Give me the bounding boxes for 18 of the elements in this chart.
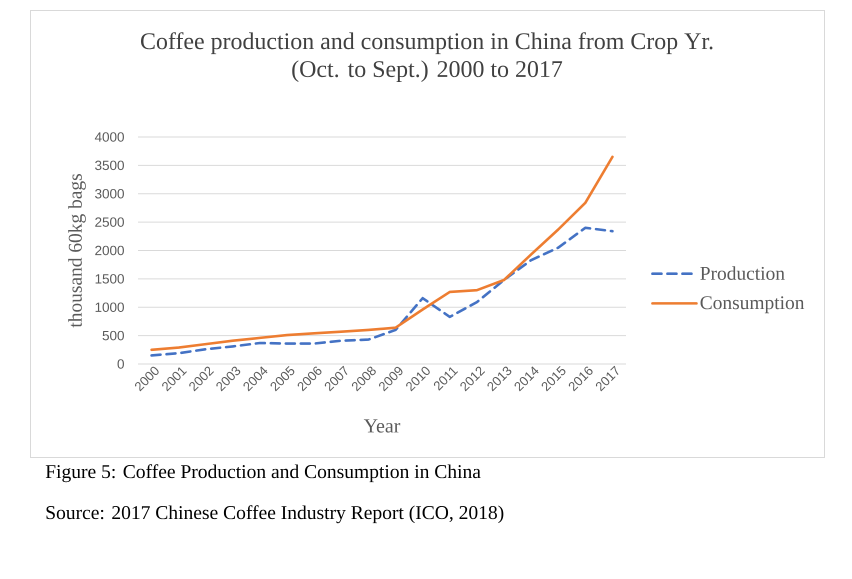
source-note: Source: 2017 Chinese Coffee Industry Report (ICO, 2018)	[46, 505, 504, 524]
y-tick-label: 0	[118, 359, 124, 369]
x-axis-title: Year	[364, 419, 400, 433]
y-tick-label: 3500	[95, 160, 124, 170]
y-tick-label: 2000	[95, 246, 124, 256]
legend-label: Production	[700, 266, 785, 280]
line-series	[150, 156, 614, 352]
y-axis-title: thousand 60kg bags	[68, 174, 86, 328]
y-tick-label: 1000	[96, 302, 124, 312]
chart-title: Coffee production and consumption in China from Crop Yr. (Oct. to Sept.) 2000 to 2017	[140, 32, 712, 82]
y-tick-label: 2500	[95, 217, 124, 227]
line-series	[150, 226, 614, 357]
y-tick-label: 4000	[94, 132, 124, 142]
y-tick-label: 3000	[95, 188, 124, 198]
caption: Figure 5: Coffee Production and Consumption in China	[46, 464, 481, 482]
y-tick-label: 1500	[96, 274, 124, 284]
y-tick-label: 500	[102, 330, 124, 340]
legend-label: Consumption	[700, 296, 804, 314]
